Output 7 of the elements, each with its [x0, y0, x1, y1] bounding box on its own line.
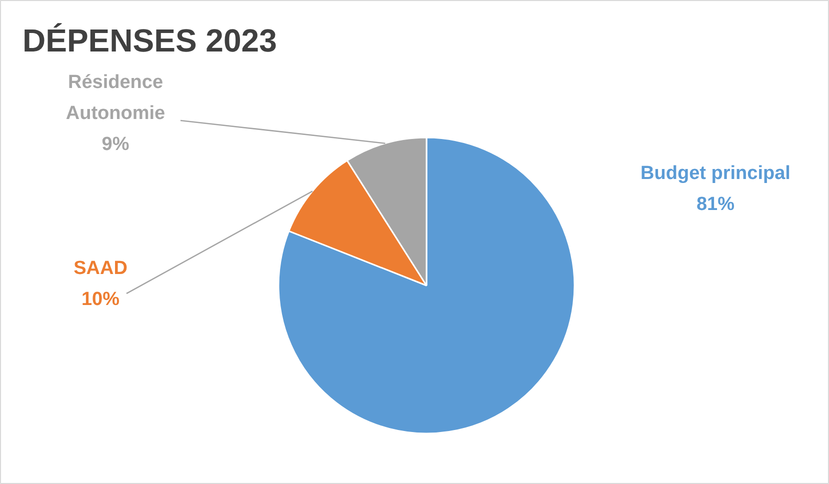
- chart-title: DÉPENSES 2023: [22, 22, 277, 58]
- slice-label: SAAD: [74, 258, 128, 279]
- slice-label: Budget principal: [640, 163, 790, 184]
- data-label: 9%: [102, 134, 130, 155]
- data-label: 81%: [696, 194, 735, 215]
- slice-label: Résidence Autonomie: [66, 72, 166, 124]
- data-label: 10%: [81, 289, 120, 310]
